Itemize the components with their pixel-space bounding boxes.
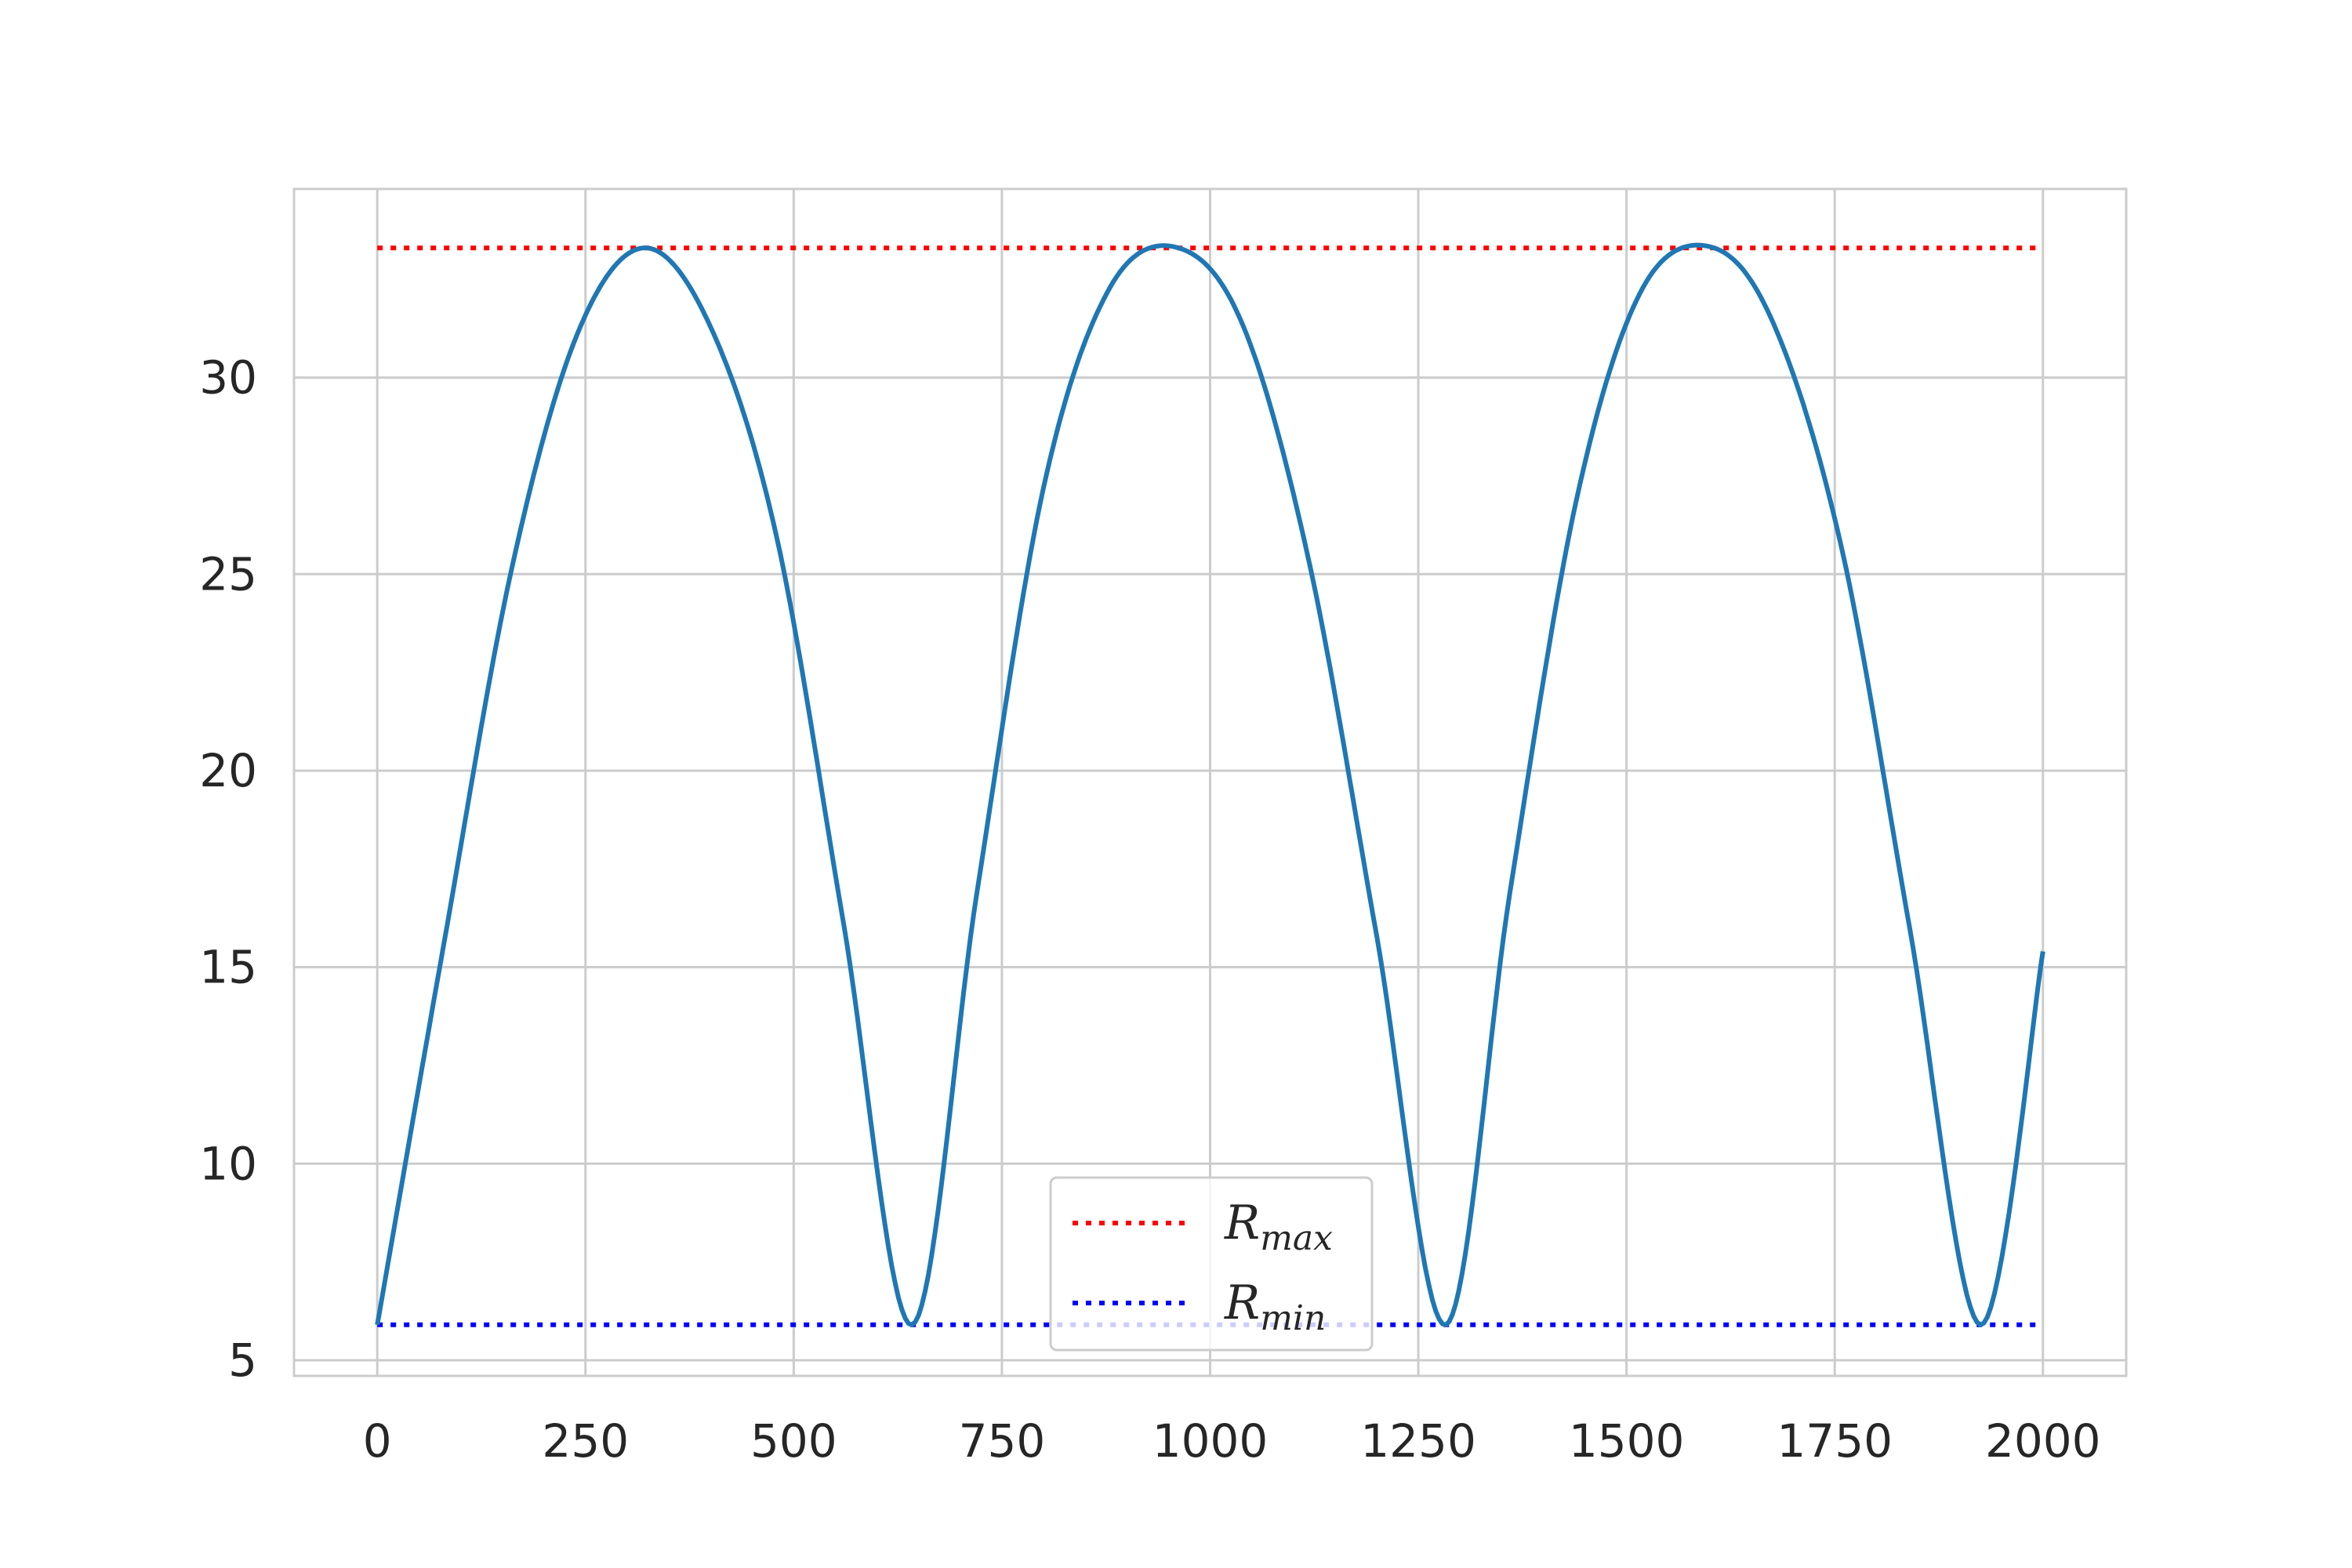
x-tick-label: 1000 xyxy=(1152,1414,1269,1468)
grid-lines xyxy=(294,189,2126,1376)
y-tick-label: 20 xyxy=(199,744,257,797)
x-tick-label: 1750 xyxy=(1777,1414,1893,1468)
series-layer xyxy=(375,242,2045,1327)
y-tick-label: 15 xyxy=(199,941,257,994)
x-tick-label: 2000 xyxy=(1985,1414,2101,1468)
legend: Rmax Rmin xyxy=(1049,1176,1374,1352)
y-tick-label: 5 xyxy=(228,1334,257,1387)
plot-frame xyxy=(292,187,2128,1377)
x-axis-ticks: 0 250 500 750 1000 1250 1500 1750 2000 xyxy=(363,1414,2101,1468)
data-series-line xyxy=(375,242,2045,1327)
x-tick-label: 500 xyxy=(750,1414,837,1468)
y-axis-ticks: 5 10 15 20 25 30 xyxy=(199,351,257,1387)
x-tick-label: 1500 xyxy=(1569,1414,1685,1468)
y-tick-label: 25 xyxy=(199,547,257,601)
legend-entry-max: Rmax xyxy=(1224,1196,1333,1258)
y-tick-label: 10 xyxy=(199,1137,257,1190)
x-tick-label: 1250 xyxy=(1360,1414,1476,1468)
x-tick-label: 0 xyxy=(363,1414,392,1468)
x-tick-label: 250 xyxy=(542,1414,629,1468)
x-tick-label: 750 xyxy=(959,1414,1046,1468)
y-tick-label: 30 xyxy=(199,351,257,405)
legend-entry-min: Rmin xyxy=(1224,1276,1326,1338)
